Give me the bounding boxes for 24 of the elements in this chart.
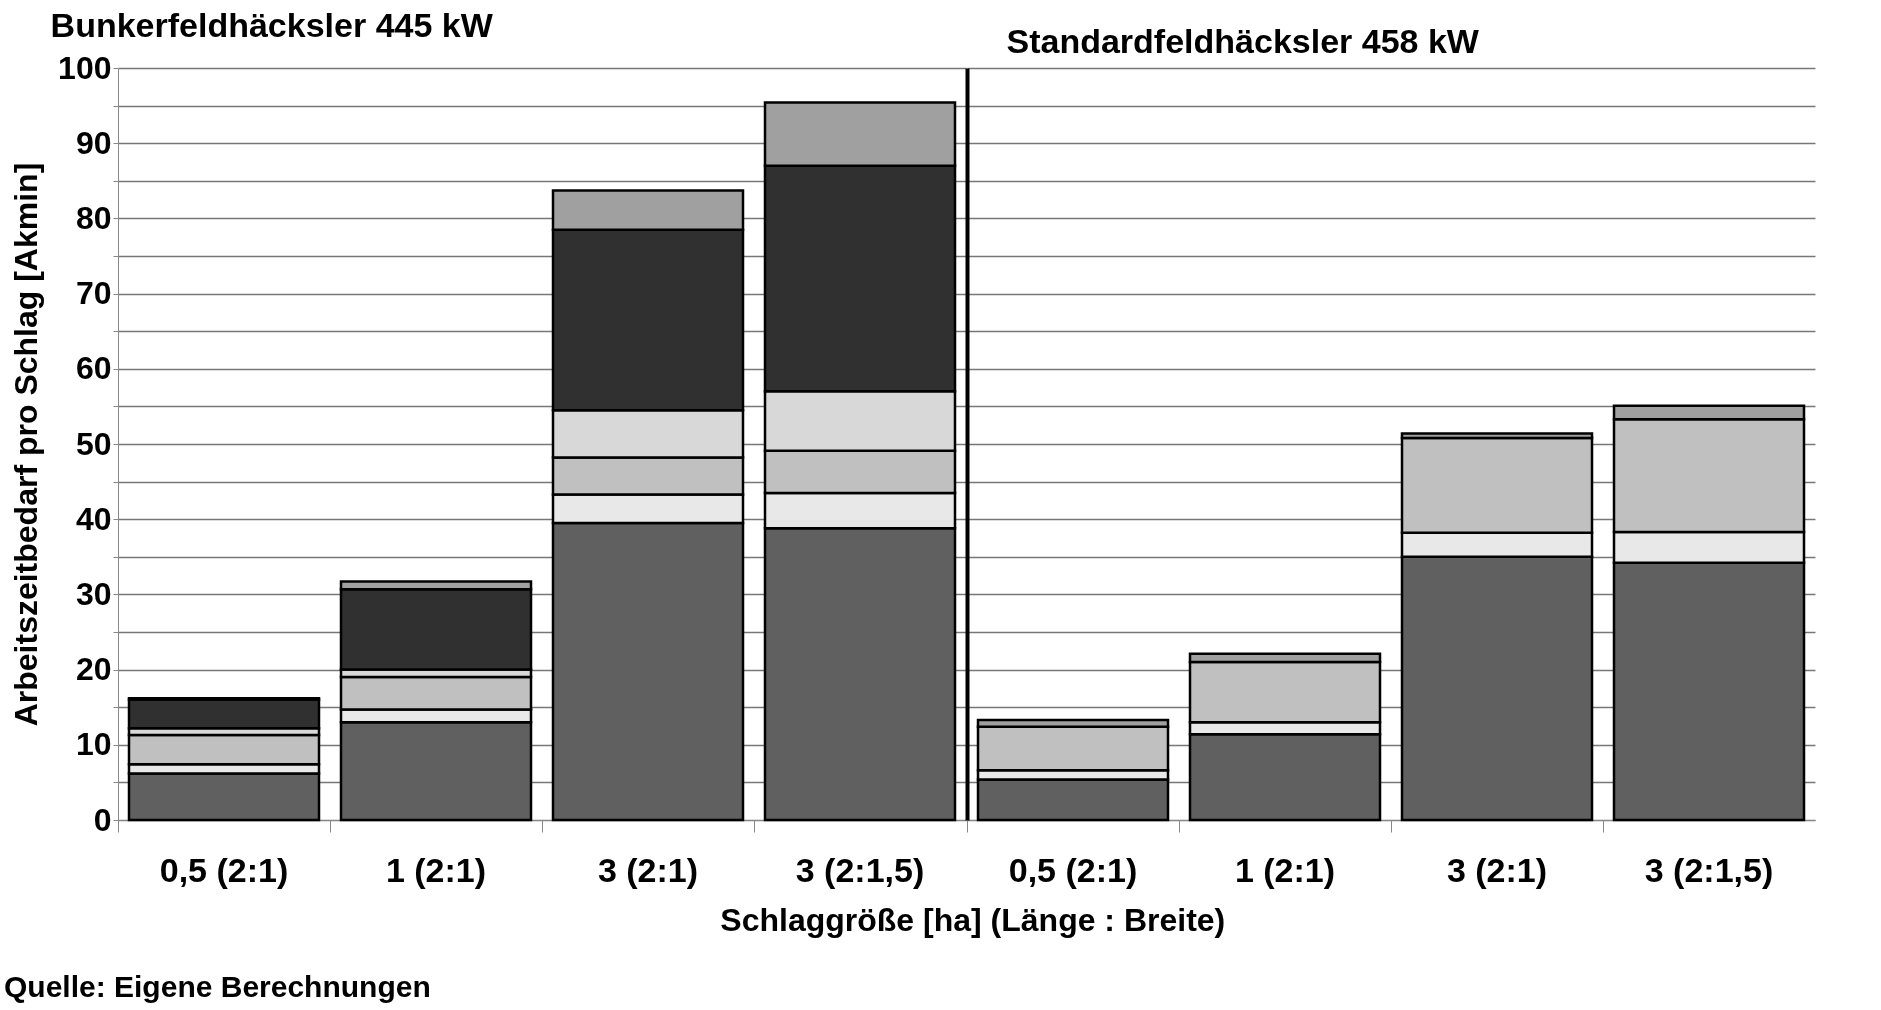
x-axis-title: Schlaggröße [ha] (Länge : Breite): [720, 902, 1226, 938]
y-tick-label: 80: [75, 199, 112, 236]
x-tick-label: 1 (2:1): [1234, 850, 1336, 889]
x-tick-label: 1 (2:1): [385, 850, 487, 889]
y-axis-title: Arbeitszeitbedarf pro Schlag [Akmin]: [8, 162, 45, 727]
y-tick-label: 20: [75, 651, 112, 688]
x-tick-label: 3 (2:1): [597, 850, 699, 889]
source-note: Quelle: Eigene Berechnungen: [4, 970, 431, 1004]
y-tick-label: 60: [75, 350, 112, 387]
y-tick-label: 0: [93, 801, 112, 838]
chart-title: Standardfeldhäcksler 458 kW: [1006, 22, 1480, 60]
y-tick-label: 90: [75, 124, 112, 161]
y-tick-label: 30: [75, 575, 112, 612]
x-tick-label: 3 (2:1,5): [795, 850, 925, 889]
y-tick-label: 40: [75, 500, 112, 537]
y-tick-label: 70: [75, 275, 112, 312]
chart-title: Bunkerfeldhäcksler 445 kW: [50, 6, 494, 44]
x-tick-label: 3 (2:1,5): [1644, 850, 1774, 889]
x-tick-label: 3 (2:1): [1446, 850, 1548, 889]
x-tick-label: 0,5 (2:1): [159, 850, 289, 889]
y-tick-label: 50: [75, 425, 112, 462]
y-tick-label: 100: [58, 49, 112, 86]
y-tick-label: 10: [75, 726, 112, 763]
x-tick-label: 0,5 (2:1): [1008, 850, 1138, 889]
